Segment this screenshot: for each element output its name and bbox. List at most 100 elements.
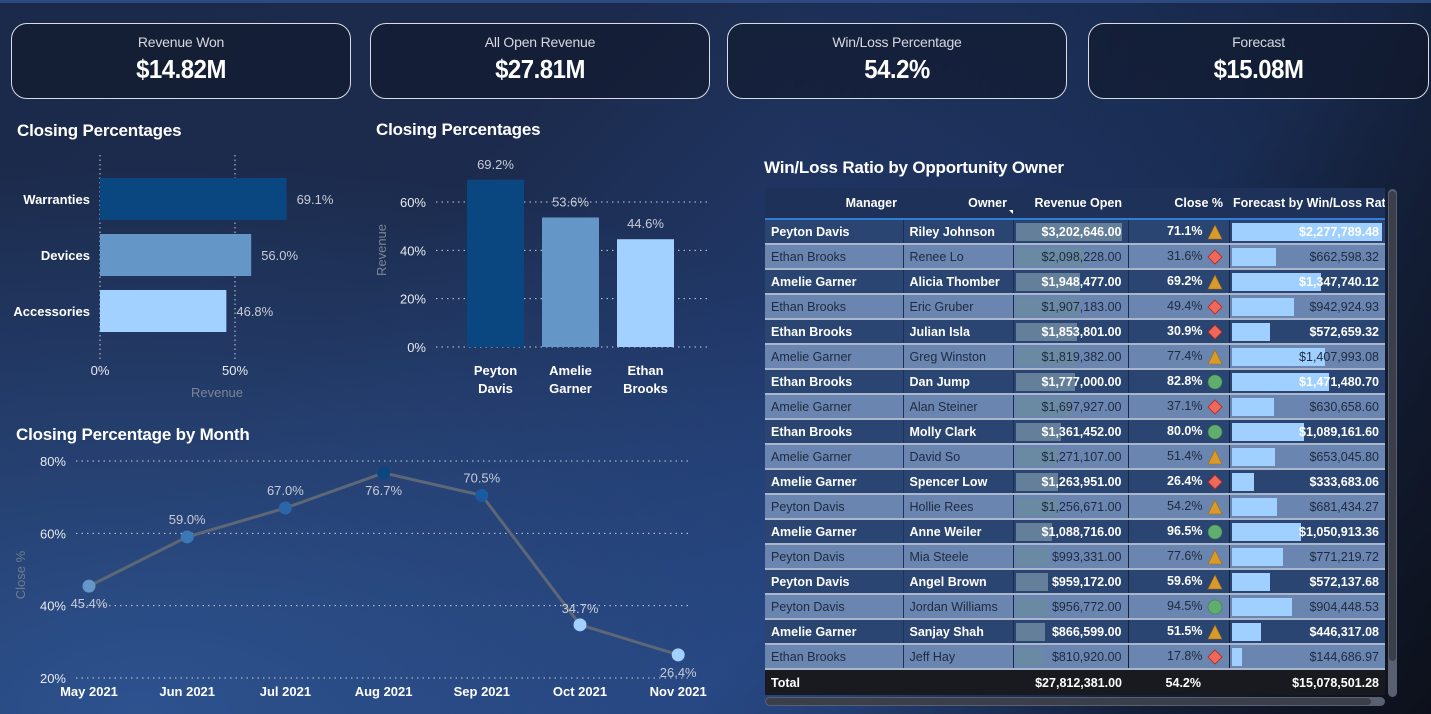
- revenue-databar: [1015, 473, 1058, 491]
- warning-triangle-icon: [1207, 573, 1222, 589]
- table-row[interactable]: Ethan Brooks Julian Isla $1,853,801.00 30.9…: [765, 319, 1385, 345]
- cell-forecast: $1,471,480.70: [1228, 369, 1385, 395]
- table-row[interactable]: Peyton Davis Jordan Williams $956,772.00 94…: [765, 594, 1385, 620]
- win-loss-table[interactable]: Manager Owner Revenue Open Close % Forec…: [765, 188, 1385, 698]
- revenue-databar: [1015, 423, 1061, 441]
- vertical-scroll-thumb[interactable]: [1389, 191, 1396, 661]
- close-value: 51.4%: [1167, 448, 1203, 463]
- table-row[interactable]: Amelie Garner Alicia Thomber $1,948,477.00…: [765, 269, 1385, 295]
- cell-manager: Amelie Garner: [765, 519, 903, 545]
- cell-revenue-open: $1,907,183.00: [1012, 294, 1128, 320]
- table-row[interactable]: Peyton Davis Riley Johnson $3,202,646.00 71…: [765, 219, 1385, 245]
- revenue-value: $2,098,228.00: [1041, 249, 1122, 264]
- closing-percentages-by-category-chart[interactable]: 0% 50% Revenue Warranties 69.1% Devices 56.0% A…: [0, 145, 360, 410]
- cell-forecast: $2,277,789.48: [1228, 219, 1385, 245]
- table-row[interactable]: Amelie Garner Alan Steiner $1,697,927.00 37…: [765, 394, 1385, 420]
- cell-owner: Hollie Rees: [902, 494, 1013, 520]
- revenue-databar: [1015, 223, 1122, 241]
- revenue-databar: [1015, 348, 1076, 366]
- table-row[interactable]: Peyton Davis Angel Brown $959,172.00 59.6% $…: [765, 569, 1385, 595]
- cell-forecast: $1,347,740.12: [1228, 269, 1385, 295]
- close-value: 82.8%: [1167, 373, 1203, 388]
- column-header-owner[interactable]: Owner: [903, 188, 1013, 220]
- table-row[interactable]: Amelie Garner Greg Winston $1,819,382.00 77…: [765, 344, 1385, 370]
- table-row[interactable]: Ethan Brooks Molly Clark $1,361,452.00 80.0…: [765, 419, 1385, 445]
- forecast-value: $333,683.06: [1309, 474, 1379, 489]
- bar: [100, 178, 287, 220]
- table-row[interactable]: Ethan Brooks Dan Jump $1,777,000.00 82.8% $1…: [765, 369, 1385, 395]
- total-close: 54.2%: [1128, 668, 1229, 695]
- data-label: 76.7%: [365, 483, 402, 498]
- forecast-databar: [1231, 598, 1292, 616]
- cell-owner: Renee Lo: [902, 244, 1013, 270]
- close-value: 94.5%: [1167, 598, 1203, 613]
- kpi-card-forecast[interactable]: Forecast $15.08M: [1088, 23, 1429, 99]
- cell-manager: Peyton Davis: [765, 494, 903, 520]
- x-tick-label: 0%: [91, 363, 110, 378]
- forecast-value: $653,045.80: [1309, 449, 1379, 464]
- revenue-value: $1,853,801.00: [1041, 324, 1122, 339]
- forecast-value: $572,659.32: [1309, 324, 1379, 339]
- cell-close-pct: 51.5%: [1127, 619, 1229, 645]
- bar: [100, 234, 252, 276]
- cell-close-pct: 96.5%: [1127, 519, 1229, 545]
- y-tick-label: 60%: [40, 526, 66, 541]
- revenue-value: $3,202,646.00: [1041, 224, 1122, 239]
- table-row[interactable]: Ethan Brooks Renee Lo $2,098,228.00 31.6% $6…: [765, 244, 1385, 270]
- cell-owner: Jeff Hay: [902, 644, 1013, 670]
- cell-close-pct: 82.8%: [1127, 369, 1229, 395]
- table-horizontal-scrollbar[interactable]: [765, 697, 1385, 706]
- revenue-value: $1,271,107.00: [1041, 449, 1122, 464]
- column-header-revenue-open[interactable]: Revenue Open: [1013, 188, 1128, 220]
- closing-percentages-by-manager-chart[interactable]: 0% 20% 40% 60% Revenue 69.2% Peyton Davis 53.6% A…: [360, 145, 720, 410]
- success-circle-icon: [1207, 599, 1222, 614]
- table-row[interactable]: Amelie Garner Sanjay Shah $866,599.00 51.5%…: [765, 619, 1385, 645]
- kpi-value: $27.81M: [495, 54, 585, 84]
- data-label: 56.0%: [261, 248, 298, 263]
- column-header-forecast[interactable]: Forecast by Win/Loss Ratio: [1229, 188, 1385, 220]
- cell-revenue-open: $1,361,452.00: [1012, 419, 1128, 445]
- cell-revenue-open: $2,098,228.00: [1012, 244, 1128, 270]
- column-header-close-pct[interactable]: Close %: [1128, 188, 1229, 220]
- kpi-card-revenue-won[interactable]: Revenue Won $14.82M: [11, 23, 351, 99]
- data-label: 59.0%: [169, 512, 206, 527]
- success-circle-icon: [1207, 374, 1222, 389]
- table-row[interactable]: Amelie Garner Anne Weiler $1,088,716.00 96.…: [765, 519, 1385, 545]
- category-label: Accessories: [13, 304, 90, 319]
- cell-close-pct: 49.4%: [1127, 294, 1229, 320]
- table-header-row: Manager Owner Revenue Open Close % Forec…: [765, 188, 1385, 220]
- kpi-label: Win/Loss Percentage: [832, 34, 962, 50]
- table-vertical-scrollbar[interactable]: [1388, 189, 1397, 697]
- table-row[interactable]: Amelie Garner David So $1,271,107.00 51.4% $…: [765, 444, 1385, 470]
- forecast-value: $1,089,161.60: [1299, 424, 1379, 439]
- cell-close-pct: 30.9%: [1127, 319, 1229, 345]
- warning-triangle-icon: [1207, 548, 1222, 564]
- horizontal-scroll-thumb[interactable]: [766, 698, 1371, 705]
- data-label: 44.6%: [627, 216, 664, 231]
- alert-diamond-icon: [1206, 248, 1223, 265]
- revenue-databar: [1015, 298, 1079, 316]
- bar: [542, 217, 599, 347]
- cell-forecast: $446,317.08: [1228, 619, 1385, 645]
- table-row[interactable]: Peyton Davis Mia Steele $993,331.00 77.6% $7…: [765, 544, 1385, 570]
- column-header-manager[interactable]: Manager: [765, 188, 903, 220]
- data-point: [278, 501, 292, 515]
- cell-close-pct: 51.4%: [1127, 444, 1229, 470]
- sort-descending-icon[interactable]: [1009, 210, 1013, 215]
- kpi-card-win-loss-percentage[interactable]: Win/Loss Percentage 54.2%: [727, 23, 1067, 99]
- forecast-value: $1,347,740.12: [1299, 274, 1379, 289]
- closing-percentage-by-month-chart[interactable]: 20% 40% 60% 80% Close % 45.4% May 2021 59.0% Jun…: [0, 445, 730, 714]
- forecast-databar: [1231, 223, 1382, 241]
- forecast-value: $1,407,993.08: [1299, 349, 1379, 364]
- table-row[interactable]: Peyton Davis Hollie Rees $1,256,671.00 54.2…: [765, 494, 1385, 520]
- table-total-row: Total $27,812,381.00 54.2% $15,078,501.2…: [765, 668, 1385, 695]
- table-row[interactable]: Ethan Brooks Eric Gruber $1,907,183.00 49.4…: [765, 294, 1385, 320]
- cell-revenue-open: $1,088,716.00: [1012, 519, 1128, 545]
- cell-forecast: $681,434.27: [1228, 494, 1385, 520]
- category-label: Garner: [549, 381, 592, 396]
- kpi-card-all-open-revenue[interactable]: All Open Revenue $27.81M: [370, 23, 710, 99]
- x-tick-label: Nov 2021: [650, 684, 707, 699]
- table-row[interactable]: Ethan Brooks Jeff Hay $810,920.00 17.8% $144…: [765, 644, 1385, 670]
- table-row[interactable]: Amelie Garner Spencer Low $1,263,951.00 26.…: [765, 469, 1385, 495]
- category-label: Amelie: [549, 363, 592, 378]
